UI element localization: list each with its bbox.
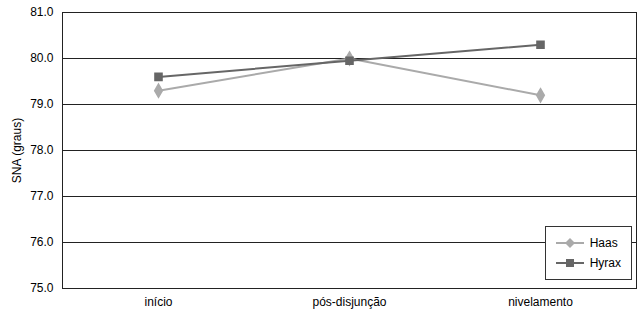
svg-text:pós-disjunção: pós-disjunção [312, 295, 386, 309]
svg-text:início: início [144, 295, 172, 309]
html-text:Haas: Haas [589, 236, 618, 250]
svg-text:SNA (graus): SNA (graus) [10, 118, 24, 183]
svg-text:80.0: 80.0 [30, 51, 54, 65]
svg-text:76.0: 76.0 [30, 235, 54, 249]
svg-text:nivelamento: nivelamento [508, 295, 573, 309]
svg-text:81.0: 81.0 [30, 5, 54, 19]
svg-text:79.0: 79.0 [30, 97, 54, 111]
svg-text:75.0: 75.0 [30, 281, 54, 295]
html-text:Hyrax: Hyrax [589, 256, 621, 270]
svg-text:78.0: 78.0 [30, 143, 54, 157]
svg-text:77.0: 77.0 [30, 189, 54, 203]
